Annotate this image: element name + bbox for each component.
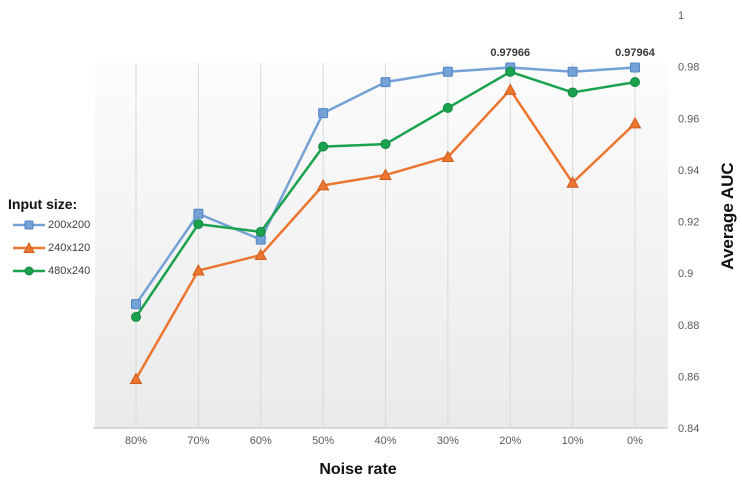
x-tick-label: 10% <box>562 435 584 447</box>
marker-200x200-10% <box>567 66 578 77</box>
marker-200x200-50% <box>318 108 329 119</box>
legend-marker-square-icon <box>13 220 45 230</box>
marker-480x240-20% <box>505 66 516 77</box>
marker-240x120-70% <box>192 264 205 276</box>
x-tick-label: 20% <box>499 435 521 447</box>
marker-240x120-60% <box>254 248 268 261</box>
marker-240x120-80% <box>129 372 143 384</box>
legend-item-label: 480x240 <box>48 265 91 277</box>
marker-480x240-60% <box>255 226 266 237</box>
x-tick-label: 80% <box>125 435 147 447</box>
x-tick-label: 70% <box>187 435 209 447</box>
data-label: 0.97966 <box>490 47 530 59</box>
marker-240x120-0% <box>628 116 642 129</box>
marker-480x240-30% <box>442 102 453 113</box>
y-tick-label: 0.98 <box>678 62 699 74</box>
marker-200x200-40% <box>380 77 391 88</box>
marker-480x240-70% <box>193 219 204 230</box>
marker-200x200-80% <box>131 299 141 310</box>
y-tick-label: 0.86 <box>678 371 699 383</box>
y-tick-label: 0.92 <box>678 217 699 229</box>
legend-item-240x120: 240x120 <box>12 242 90 254</box>
x-tick-label: 0% <box>627 435 643 447</box>
legend-marker-triangle-icon <box>13 242 45 253</box>
marker-240x120-20% <box>503 83 517 95</box>
marker-240x120-50% <box>316 178 330 191</box>
data-label: 0.97964 <box>615 47 656 59</box>
plot-wall <box>95 63 668 428</box>
y-tick-label: 0.84 <box>678 423 699 435</box>
marker-240x120-40% <box>379 168 392 181</box>
y-tick-label: 0.88 <box>678 320 699 332</box>
marker-240x120-10% <box>566 176 579 188</box>
marker-200x200-30% <box>442 66 453 77</box>
x-axis-title: Noise rate <box>319 461 397 478</box>
x-tick-label: 40% <box>374 435 396 447</box>
y-tick-label: 0.9 <box>678 268 693 280</box>
marker-480x240-0% <box>630 77 640 88</box>
y-tick-label: 1 <box>678 10 684 22</box>
x-tick-label: 30% <box>437 435 459 447</box>
legend-item-label: 240x120 <box>48 242 91 254</box>
y-axis-title: Average AUC <box>718 162 737 270</box>
x-tick-label: 60% <box>250 435 272 447</box>
marker-240x120-30% <box>441 150 455 162</box>
y-tick-label: 0.96 <box>678 113 699 125</box>
legend-item-480x240: 480x240 <box>12 265 90 277</box>
y-tick-label: 0.94 <box>678 165 699 177</box>
legend-item-200x200: 200x200 <box>12 219 90 231</box>
legend-marker-circle-icon <box>13 266 45 276</box>
legend-item-label: 200x200 <box>48 219 91 231</box>
marker-480x240-80% <box>131 312 141 323</box>
legend: Input size: 200x200 240x120 480x240 <box>8 196 90 288</box>
marker-480x240-50% <box>318 141 329 152</box>
marker-200x200-70% <box>193 208 204 219</box>
legend-title: Input size: <box>8 196 78 212</box>
marker-480x240-40% <box>380 139 391 150</box>
marker-480x240-10% <box>567 87 578 98</box>
marker-200x200-0% <box>630 62 640 73</box>
x-tick-label: 50% <box>312 435 334 447</box>
